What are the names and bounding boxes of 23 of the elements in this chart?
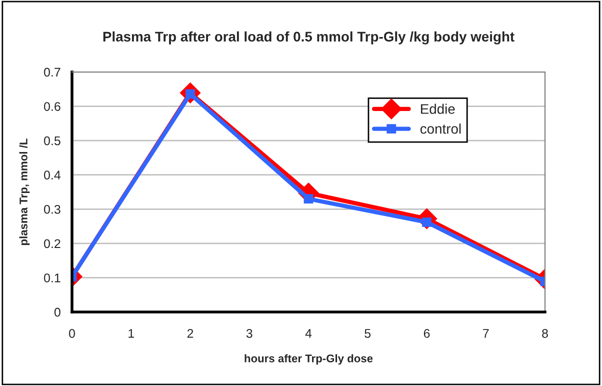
x-axis-title: hours after Trp-Gly dose xyxy=(244,354,373,365)
x-tick-label: 4 xyxy=(305,329,312,338)
y-tick-label: 0 xyxy=(54,308,60,317)
x-tick-label: 6 xyxy=(424,328,430,338)
y-tick-label: 0.3 xyxy=(44,204,60,214)
y-tick-label: 0.6 xyxy=(44,102,60,111)
x-tick-label: 5 xyxy=(364,329,371,338)
x-tick-label: 3 xyxy=(246,328,252,338)
chart-title: Plasma Trp after oral load of 0.5 mmol Trp-Gly /kg body weight xyxy=(103,31,514,44)
legend-label: control xyxy=(420,124,461,134)
y-tick-label: 0.5 xyxy=(44,136,60,146)
x-tick-label: 2 xyxy=(187,328,194,338)
x-tick-label: 0 xyxy=(69,328,75,338)
point xyxy=(304,194,314,204)
y-axis-title: plasma Trp, mmol /L xyxy=(19,138,30,245)
y-tick-label: 0.1 xyxy=(44,274,60,282)
x-tick-label: 7 xyxy=(483,329,489,338)
y-tick-label: 0.4 xyxy=(44,170,61,180)
legend-label: Eddie xyxy=(421,104,455,114)
x-tick-label: 1 xyxy=(128,329,134,338)
y-tick-label: 0.7 xyxy=(44,68,60,77)
x-tick-label: 8 xyxy=(542,328,548,338)
y-tick-label: 0.2 xyxy=(44,239,60,248)
